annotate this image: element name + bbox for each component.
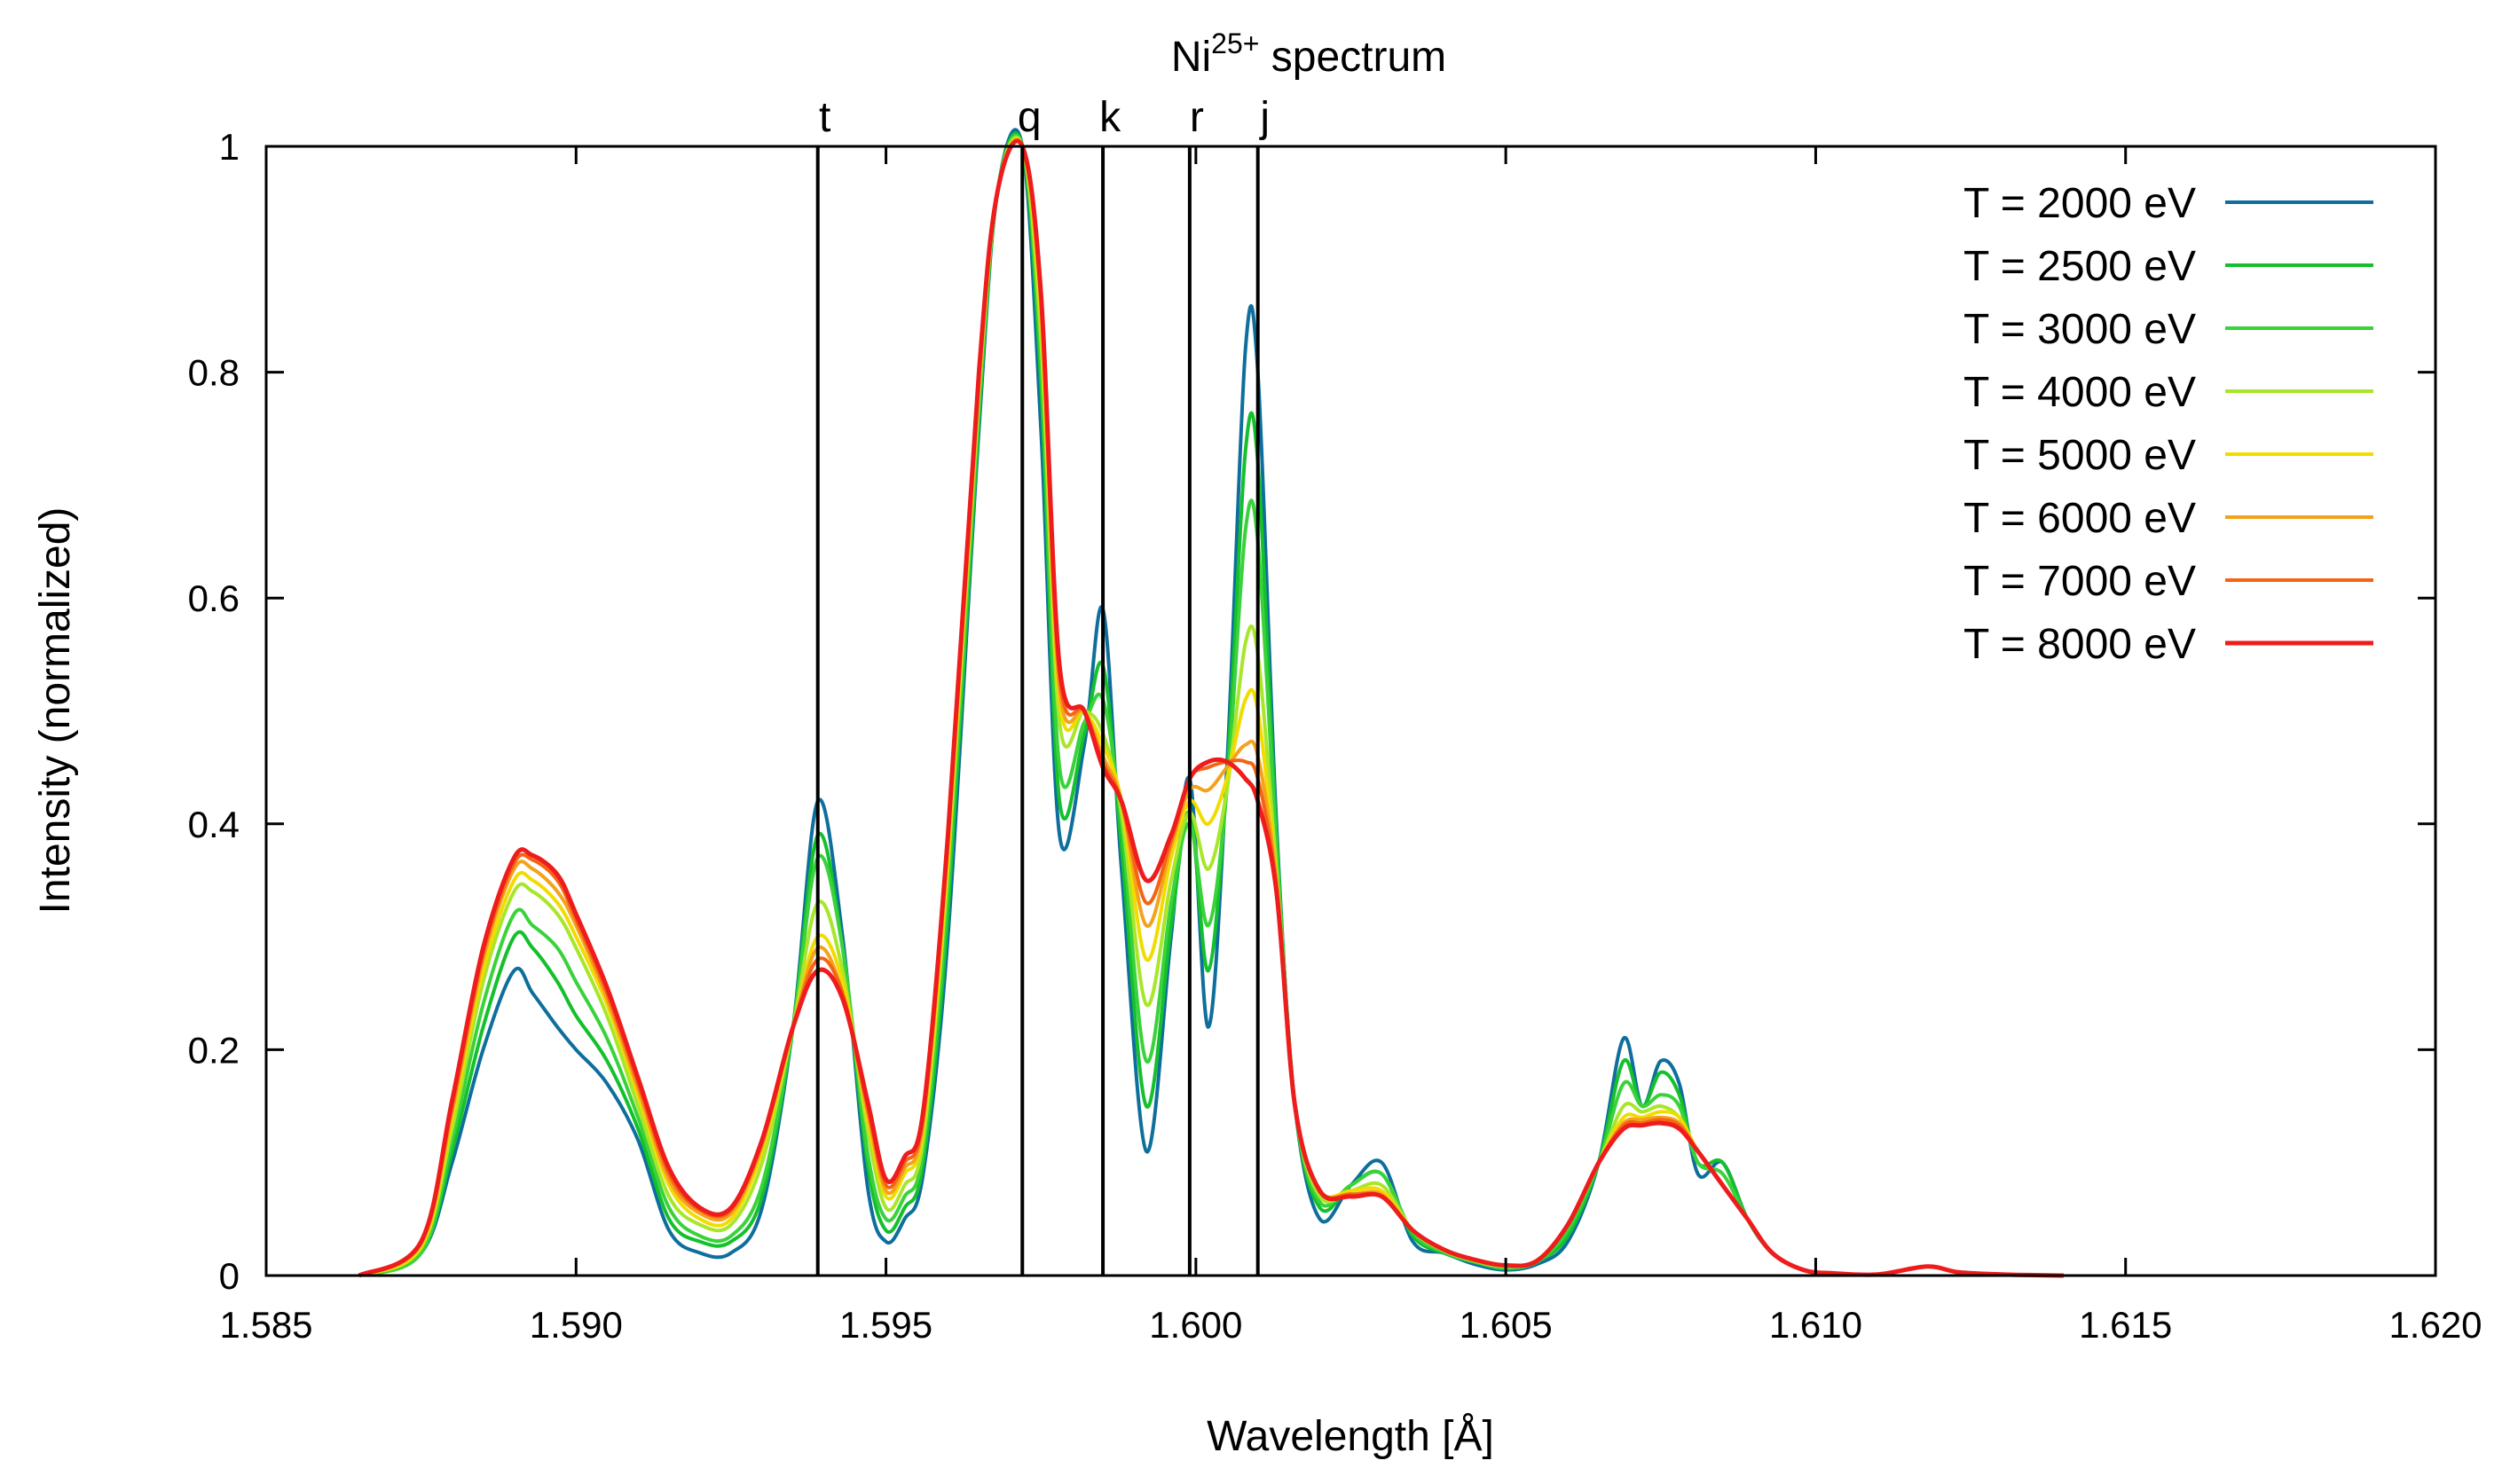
x-axis-title: Wavelength [Å]	[1207, 1413, 1494, 1460]
title-rest: spectrum	[1259, 34, 1446, 81]
y-axis-title: Intensity (normalized)	[32, 507, 79, 915]
legend-label-6: T = 6000 eV	[1963, 495, 2196, 542]
legend-label-1: T = 2000 eV	[1963, 180, 2196, 227]
y-tick-label: 0	[219, 1255, 240, 1297]
x-tick-label: 1.610	[1769, 1304, 1862, 1346]
x-tick-label: 1.615	[2079, 1304, 2172, 1346]
chart-title: Ni25+ spectrum	[1171, 27, 1446, 81]
marker-label-j: j	[1258, 94, 1270, 141]
series-line-2	[358, 131, 2064, 1277]
legend-label-5: T = 5000 eV	[1963, 432, 2196, 479]
x-tick-label: 1.595	[839, 1304, 932, 1346]
axis-ticks: 1.585 1.590 1.595 1.600 1.605 1.610 1.615 1.620…	[188, 126, 2483, 1346]
legend-label-3: T = 3000 eV	[1963, 306, 2196, 353]
x-tick-label: 1.600	[1149, 1304, 1242, 1346]
legend-label-8: T = 8000 eV	[1963, 621, 2196, 668]
x-tick-label: 1.585	[219, 1304, 312, 1346]
series-line-8	[358, 138, 2064, 1278]
y-tick-label: 0.4	[188, 804, 240, 845]
legend: T = 2000 eV T = 2500 eV T = 3000 eV T = 400…	[1963, 180, 2373, 668]
marker-label-r: r	[1190, 94, 1204, 141]
x-tick-label: 1.590	[530, 1304, 623, 1346]
y-tick-label: 0.6	[188, 577, 240, 619]
y-tick-label: 1	[219, 126, 240, 168]
marker-label-k: k	[1099, 94, 1121, 141]
x-tick-label: 1.605	[1460, 1304, 1553, 1346]
legend-label-2: T = 2500 eV	[1963, 243, 2196, 290]
y-tick-label: 0.2	[188, 1029, 240, 1071]
legend-label-7: T = 7000 eV	[1963, 558, 2196, 605]
x-tick-label: 1.620	[2388, 1304, 2482, 1346]
plot-frame	[264, 145, 2437, 1277]
title-superscript: 25+	[1211, 27, 1259, 59]
legend-label-4: T = 4000 eV	[1963, 369, 2196, 416]
marker-label-q: q	[1018, 94, 1042, 141]
marker-label-t: t	[819, 94, 830, 141]
series-line-1	[358, 128, 2064, 1277]
title-main: Ni	[1171, 34, 1211, 81]
y-tick-label: 0.8	[188, 352, 240, 394]
